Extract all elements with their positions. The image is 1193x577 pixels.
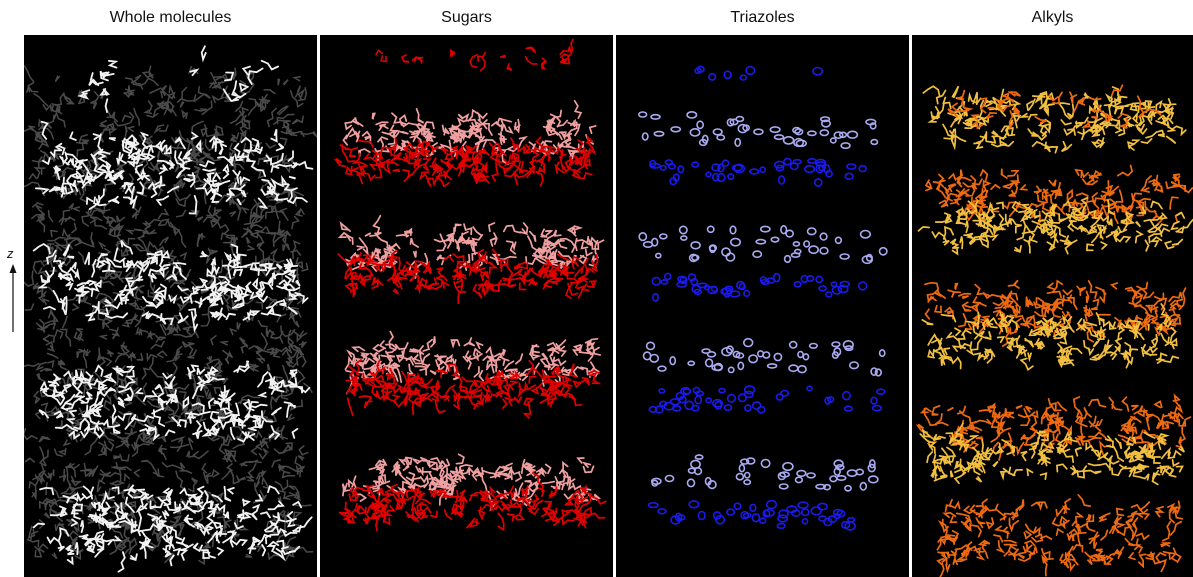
panel-titles: Whole molecules Sugars Triazoles Alkyls: [0, 0, 1193, 35]
z-axis-arrow: [9, 264, 17, 332]
title-whole-molecules: Whole molecules: [109, 9, 232, 26]
title-triazoles: Triazoles: [730, 9, 795, 26]
title-alkyls: Alkyls: [1031, 9, 1074, 26]
whole-molecules-render: [24, 45, 317, 573]
panel-sugars: [320, 35, 613, 577]
sugars-render: [333, 38, 607, 532]
panel-alkyls: [912, 35, 1193, 577]
panel-whole-molecules: [24, 35, 317, 577]
panel-triazoles: [616, 35, 909, 577]
alkyls-render: [915, 84, 1193, 577]
title-sugars: Sugars: [441, 9, 492, 26]
triazoles-render: [638, 65, 888, 531]
z-axis-label: z: [7, 246, 14, 261]
